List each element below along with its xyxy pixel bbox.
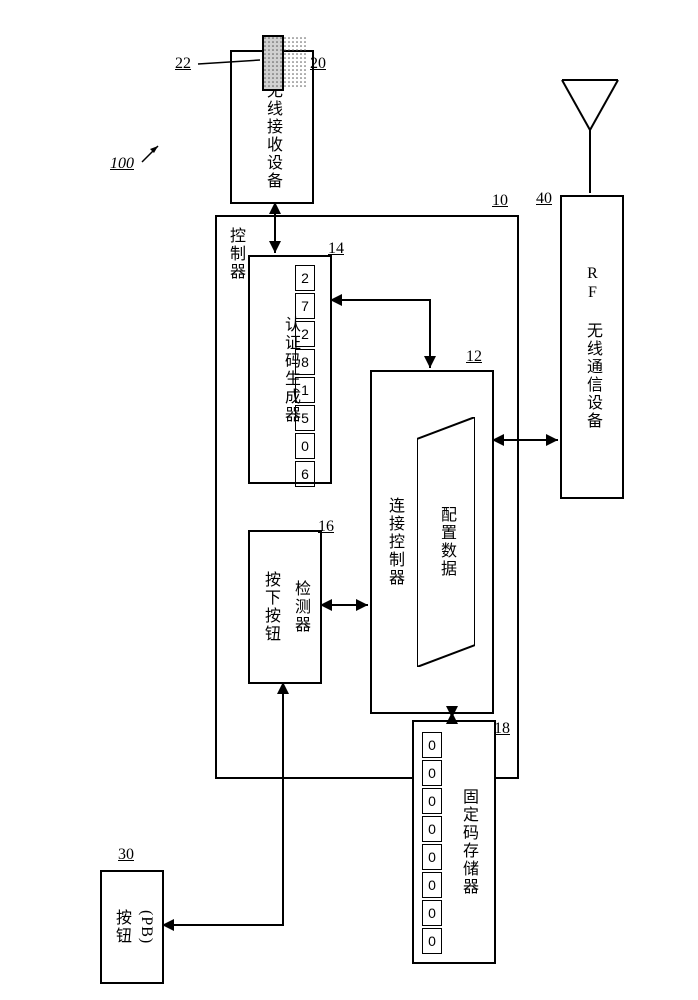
auth-gen-box: 认证码生成器 <box>248 255 332 484</box>
digit-cell: 0 <box>422 844 442 870</box>
digit-cell: 8 <box>295 349 315 375</box>
digit-cell: 0 <box>422 816 442 842</box>
conn-ctrl-label: 连接控制器 <box>382 497 406 587</box>
conn-ctrl-ref: 12 <box>466 348 482 366</box>
digit-cell: 0 <box>422 872 442 898</box>
digit-cell: 0 <box>422 900 442 926</box>
button-detector-ref: 16 <box>318 518 334 536</box>
button-detector-line2: 检测器 <box>288 580 312 634</box>
digit-cell: 0 <box>422 928 442 954</box>
digit-cell: 2 <box>295 321 315 347</box>
digit-cell: 1 <box>295 377 315 403</box>
controller-label: 控制器 <box>223 227 247 281</box>
conn-ctrl-box: 连接控制器 配置数据 <box>370 370 494 714</box>
auth-gen-digits: 27281506 <box>295 265 315 487</box>
figure-ref: 100 <box>110 155 134 173</box>
button-detector-box: 按下按钮 检测器 <box>248 530 322 684</box>
optical-sensor <box>262 35 284 91</box>
controller-ref: 10 <box>492 192 508 210</box>
fixed-code-ref: 18 <box>494 720 510 738</box>
auth-gen-ref: 14 <box>328 240 344 258</box>
digit-cell: 7 <box>295 293 315 319</box>
digit-cell: 0 <box>422 760 442 786</box>
fixed-code-label: 固定码存储器 <box>456 788 480 896</box>
button-pb-line1: 按钮 <box>109 909 133 945</box>
fixed-code-digits: 00000000 <box>422 732 442 954</box>
digit-cell: 6 <box>295 461 315 487</box>
optical-rx-ref: 20 <box>310 55 326 73</box>
digit-cell: 0 <box>295 433 315 459</box>
rf-dev-box: RF 无线通信设备 <box>560 195 624 499</box>
button-pb-ref: 30 <box>118 846 134 864</box>
digit-cell: 0 <box>422 732 442 758</box>
digit-cell: 0 <box>422 788 442 814</box>
button-detector-line1: 按下按钮 <box>258 571 282 643</box>
digit-cell: 2 <box>295 265 315 291</box>
rf-dev-ref: 40 <box>536 190 552 208</box>
digit-cell: 5 <box>295 405 315 431</box>
config-data-label: 配置数据 <box>434 506 458 578</box>
button-pb-line2: (PB) <box>137 910 155 944</box>
button-pb-box: 按钮 (PB) <box>100 870 164 984</box>
optical-sensor-ref: 22 <box>175 55 191 73</box>
rf-dev-label: RF 无线通信设备 <box>580 265 604 430</box>
